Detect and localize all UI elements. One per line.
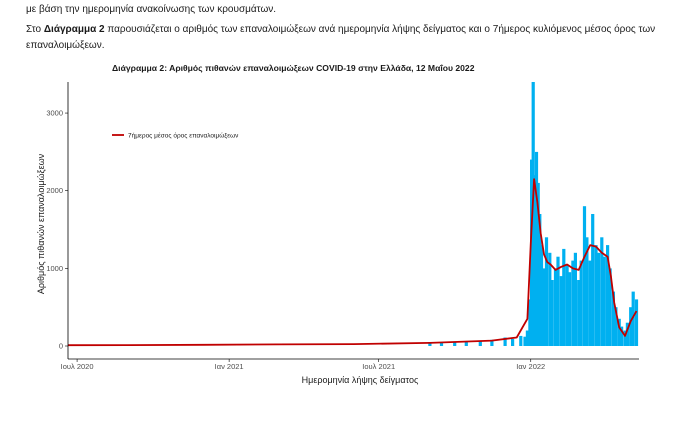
- bar: [428, 342, 432, 346]
- y-tick-label: 2000: [46, 186, 63, 195]
- x-axis-title: Ημερομηνία λήψης δείγματος: [302, 375, 419, 385]
- bar: [620, 326, 624, 346]
- bar: [614, 307, 618, 346]
- bar: [562, 248, 566, 346]
- figure-reference: Διάγραμμα 2: [43, 24, 105, 35]
- bar: [577, 280, 581, 346]
- bar: [523, 336, 527, 346]
- bar: [536, 182, 540, 346]
- axes-group: 0 1000 2000 3000 Ιουλ 2020 Ιαν 2021 Ιουλ 2021 Ι…: [46, 82, 639, 371]
- bar: [611, 291, 615, 346]
- bar: [623, 330, 627, 346]
- bar: [591, 214, 595, 346]
- bar: [582, 206, 587, 346]
- moving-average-line: [67, 178, 638, 347]
- bar: [588, 260, 592, 346]
- bar: [525, 330, 529, 346]
- y-tick-label: 0: [59, 342, 63, 351]
- bar: [559, 276, 563, 346]
- bar: [594, 245, 598, 346]
- bar: [579, 260, 583, 346]
- intro-text: με βάση την ημερομηνία ανακοίνωσης των κ…: [26, 4, 277, 15]
- bar: [571, 260, 575, 346]
- chart-title: Διάγραμμα 2: Αριθμός πιθανών επαναλοιμώξ…: [112, 63, 475, 73]
- bar: [634, 299, 639, 346]
- bar: [606, 245, 610, 346]
- bar: [608, 268, 612, 346]
- bar: [556, 256, 560, 346]
- bar: [511, 339, 515, 346]
- bar: [629, 307, 633, 346]
- bar: [478, 340, 482, 346]
- bar: [464, 341, 468, 346]
- bar: [503, 337, 507, 346]
- bar: [617, 318, 621, 346]
- bar: [542, 268, 546, 346]
- bar: [553, 268, 558, 346]
- bar: [490, 339, 494, 346]
- bar: [539, 245, 544, 346]
- y-axis-title: Αριθμός πιθανών επαναλοιμώξεων: [36, 153, 46, 294]
- x-tick-label: Ιουλ 2021: [362, 362, 395, 371]
- bar: [600, 237, 604, 346]
- bar: [596, 252, 601, 346]
- y-tick-label: 3000: [46, 109, 63, 118]
- bar: [550, 280, 554, 346]
- bar: [565, 264, 569, 346]
- y-tick-label: 1000: [46, 264, 63, 273]
- bar: [528, 299, 532, 346]
- description-paragraph: Στο Διάγραμμα 2 παρουσιάζεται ο αριθμός …: [26, 22, 676, 54]
- bar: [439, 342, 444, 346]
- legend-label: 7ήμερος μέσος όρος επαναλοιμώξεων: [128, 132, 238, 140]
- bar: [585, 237, 589, 346]
- bar: [631, 291, 635, 346]
- bar: [453, 342, 457, 346]
- para-rest: παρουσιάζεται ο αριθμός των επαναλοιμώξε…: [26, 24, 656, 51]
- para-prefix: Στο: [26, 24, 44, 35]
- bar: [538, 214, 542, 346]
- bar: [534, 151, 539, 346]
- moving-average-group: [67, 178, 638, 347]
- bar: [573, 252, 577, 346]
- bar: [625, 322, 629, 346]
- bar: [602, 256, 606, 346]
- bar: [568, 272, 572, 346]
- bar: [544, 237, 549, 346]
- x-tick-label: Ιαν 2021: [215, 362, 244, 371]
- x-tick-label: Ιουλ 2020: [61, 362, 94, 371]
- x-tick-label: Ιαν 2022: [516, 362, 545, 371]
- legend: 7ήμερος μέσος όρος επαναλοιμώξεων: [112, 132, 238, 140]
- bar: [519, 335, 523, 346]
- bar: [548, 252, 552, 346]
